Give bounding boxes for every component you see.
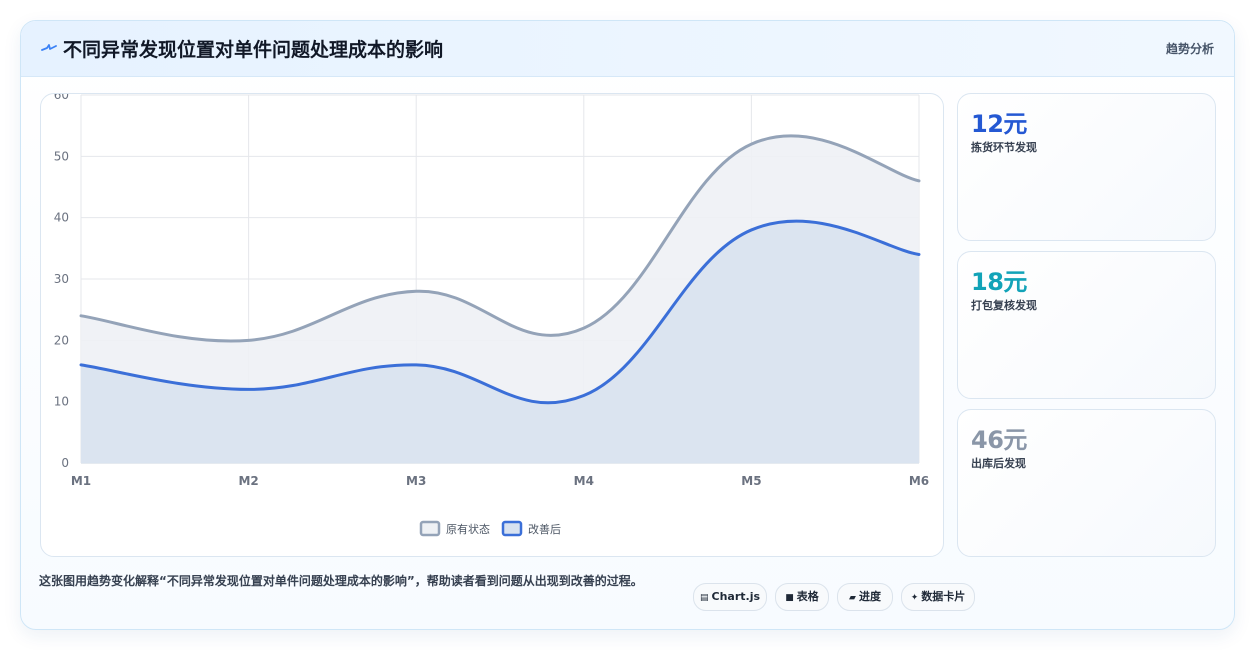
stat-label: 打包复核发现 [971, 299, 1037, 312]
card-icon: ✦ [910, 593, 919, 603]
x-tick-label: M4 [574, 474, 594, 488]
pulse-icon [41, 44, 57, 51]
series-area-1 [81, 221, 919, 463]
pill-label: 进度 [858, 590, 881, 603]
pill-label: 表格 [796, 590, 819, 603]
stat-card-outbound: 46元 出库后发现 [957, 409, 1216, 557]
x-tick-label: M1 [71, 474, 91, 488]
legend-swatch [419, 520, 441, 537]
y-tick-label: 50 [54, 149, 69, 163]
chart-card: 不同异常发现位置对单件问题处理成本的影响 趋势分析 0 10 20 30 40 50 60 M… [20, 20, 1235, 630]
pill-label: 数据卡片 [921, 590, 966, 603]
series-line-0 [79, 134, 921, 343]
pill-table[interactable]: ■ 表格 [775, 583, 829, 611]
chart-icon: ▤ [699, 593, 709, 603]
y-tick-label: 10 [54, 395, 69, 409]
legend-label: 原有状态 [446, 522, 490, 536]
stat-value: 12元 [971, 110, 1027, 138]
stat-value: 18元 [971, 268, 1027, 296]
pill-data-cards[interactable]: ✦ 数据卡片 [901, 583, 975, 611]
pill-chartjs[interactable]: ▤ Chart.js [693, 583, 767, 611]
pill-label: Chart.js [711, 590, 761, 603]
line-chart: 0 10 20 30 40 50 60 M1 M2 M3 M4 M5 M6 原有状态 改善后 [54, 94, 929, 537]
page-title: 不同异常发现位置对单件问题处理成本的影响 [63, 39, 444, 61]
series-line-1 [79, 219, 921, 405]
y-tick-label: 20 [54, 333, 69, 347]
progress-icon: ▰ [849, 593, 856, 603]
chart-description: 这张图用趋势变化解释“不同异常发现位置对单件问题处理成本的影响”，帮助读者看到问… [39, 574, 643, 588]
y-tick-label: 0 [61, 456, 69, 470]
stat-card-picking: 12元 拣货环节发现 [957, 93, 1216, 241]
stat-label: 拣货环节发现 [971, 141, 1037, 154]
card-header: 不同异常发现位置对单件问题处理成本的影响 趋势分析 [21, 21, 1234, 77]
stat-card-packing: 18元 打包复核发现 [957, 251, 1216, 399]
x-tick-label: M5 [741, 474, 761, 488]
table-icon: ■ [785, 593, 794, 603]
pill-progress[interactable]: ▰ 进度 [837, 583, 893, 611]
x-tick-label: M3 [406, 474, 426, 488]
legend-swatch [501, 520, 523, 537]
stat-label: 出库后发现 [971, 457, 1026, 470]
stat-value: 46元 [971, 426, 1027, 454]
y-tick-label: 40 [54, 211, 69, 225]
y-tick-label: 60 [54, 94, 69, 102]
x-tick-label: M6 [909, 474, 929, 488]
chart-panel: 0 10 20 30 40 50 60 M1 M2 M3 M4 M5 M6 原有状态 改善后 [40, 93, 944, 557]
y-tick-label: 30 [54, 272, 69, 286]
trend-analysis-tag: 趋势分析 [1165, 42, 1214, 56]
legend-label: 改善后 [528, 522, 561, 536]
x-tick-label: M2 [238, 474, 258, 488]
